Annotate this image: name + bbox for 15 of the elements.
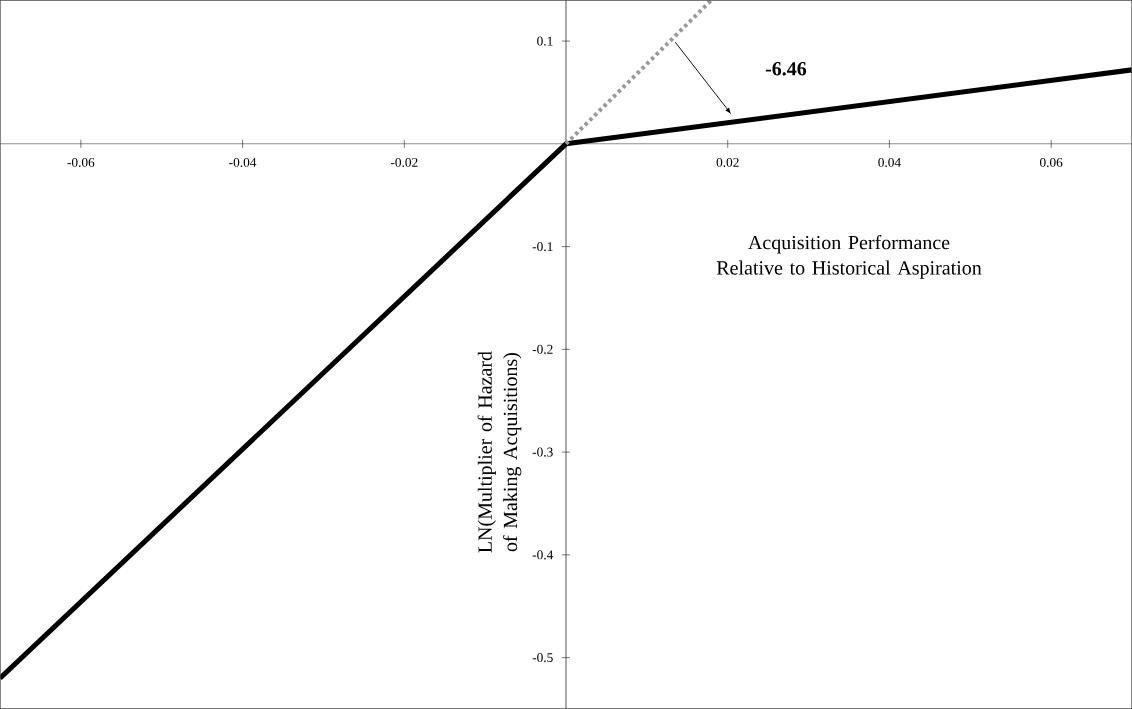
y-tick-label: 0.1: [537, 36, 553, 46]
x-tick-label: 0.04: [878, 157, 901, 167]
x-tick-label: 0.06: [1039, 157, 1063, 167]
y-tick-label: -0.3: [532, 447, 553, 457]
x-tick-label: -0.04: [229, 157, 257, 167]
y-tick-label: -0.1: [532, 242, 553, 252]
y-axis-title: LN(Multiplier of Hazard of Making Acquisitions): [477, 351, 522, 553]
x-tick-label: 0.02: [716, 157, 739, 167]
x-tick-label: -0.06: [67, 157, 95, 167]
annotation: -6.46: [765, 62, 807, 76]
y-tick-label: -0.5: [532, 653, 553, 663]
x-tick-label: -0.02: [390, 157, 418, 167]
x-axis-title: Acquisition Performance Relative to Historical Aspiration: [716, 235, 982, 279]
y-tick-label: -0.2: [532, 344, 553, 354]
y-tick-label: -0.4: [532, 550, 554, 560]
